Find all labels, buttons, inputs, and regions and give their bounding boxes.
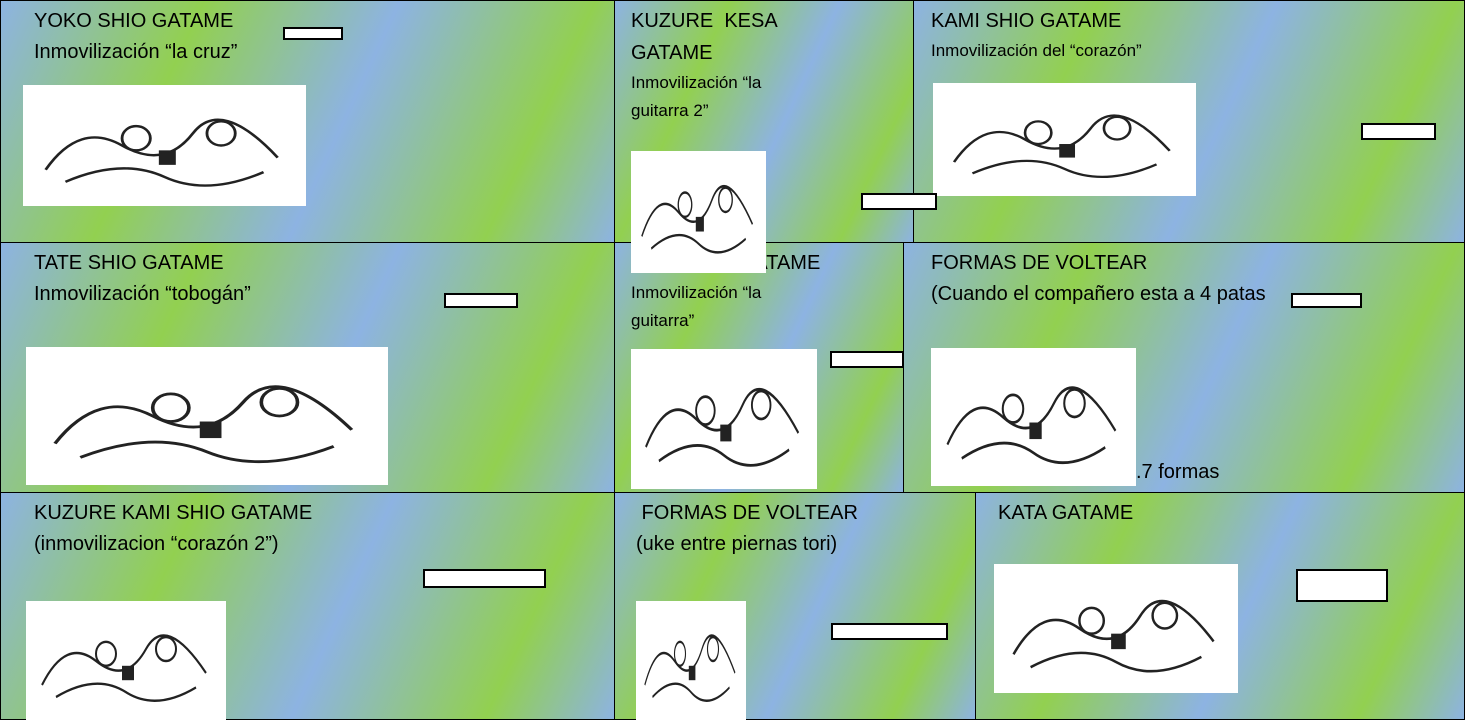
illustration (636, 601, 746, 720)
drawing (44, 118, 279, 187)
illustration (631, 151, 766, 273)
drawing (1012, 599, 1215, 673)
table-cell: TATE SHIO GATAME Inmovilización “tobogán” (0, 242, 615, 493)
drawing (645, 387, 800, 467)
illustration (994, 564, 1238, 693)
cell-subtitle: Inmovilización “tobogán” (34, 283, 251, 305)
cell-subtitle: (inmovilizacion “corazón 2”) (34, 533, 279, 555)
table-cell: YOKO SHIO GATAME Inmovilización “la cruz” (0, 0, 615, 243)
cell-subtitle: Inmovilización “la (631, 283, 762, 302)
answer-box (830, 351, 904, 368)
answer-box (1361, 123, 1436, 140)
cell-title: KAMI SHIO GATAME (931, 10, 1122, 32)
cell-title: KUZURE KAMI SHIO GATAME (34, 502, 313, 524)
drawing (41, 634, 207, 702)
cell-title: KUZURE KESA (631, 10, 778, 32)
answer-box (444, 293, 518, 308)
answer-box (1296, 569, 1388, 602)
cell-title: FORMAS DE VOLTEAR (931, 252, 1148, 274)
table-cell: KUZURE KAMI SHIO GATAME (inmovilizacion “… (0, 492, 615, 720)
table-cell: KAMI SHIO GATAME Inmovilización del “cora… (913, 0, 1465, 243)
cell-subtitle: (uke entre piernas tori) (636, 533, 838, 555)
table-cell: FORMAS DE VOLTEAR (uke entre piernas tori… (614, 492, 976, 720)
cell-title: TATE SHIO GATAME (34, 252, 224, 274)
illustration (23, 85, 306, 206)
illustration (933, 83, 1196, 196)
cell-note: .7 formas (1136, 461, 1220, 483)
cell-subtitle: Inmovilización del “corazón” (931, 41, 1142, 60)
cell-title: FORMAS DE VOLTEAR (636, 502, 858, 524)
cell-subtitle: Inmovilización “la (631, 73, 762, 92)
cell-title: GATAME (631, 42, 713, 64)
cell-subtitle: guitarra” (631, 311, 695, 330)
answer-box (861, 193, 937, 210)
illustration (931, 348, 1136, 486)
drawing (644, 634, 736, 702)
answer-box (831, 623, 948, 640)
drawing (641, 185, 754, 254)
cell-subtitle: (Cuando el compañero esta a 4 patas (931, 283, 1266, 305)
answer-box (283, 27, 343, 40)
table-cell: FORMAS DE VOLTEAR (Cuando el compañero es… (903, 242, 1465, 493)
table-cell: KATA GATAME (975, 492, 1465, 720)
drawing (946, 386, 1117, 464)
illustration (26, 347, 388, 485)
answer-box (423, 569, 546, 588)
cell-subtitle: guitarra 2” (631, 101, 709, 120)
illustration (631, 349, 817, 489)
table-cell: KUZURE KESA GATAME Inmovilización “la guita… (614, 0, 937, 273)
drawing (53, 385, 354, 464)
drawing (952, 114, 1171, 178)
cell-title: YOKO SHIO GATAME (34, 10, 234, 32)
answer-box (1291, 293, 1362, 308)
illustration (26, 601, 226, 720)
cell-subtitle: Inmovilización “la cruz” (34, 41, 238, 63)
cell-title: KATA GATAME (998, 502, 1134, 524)
